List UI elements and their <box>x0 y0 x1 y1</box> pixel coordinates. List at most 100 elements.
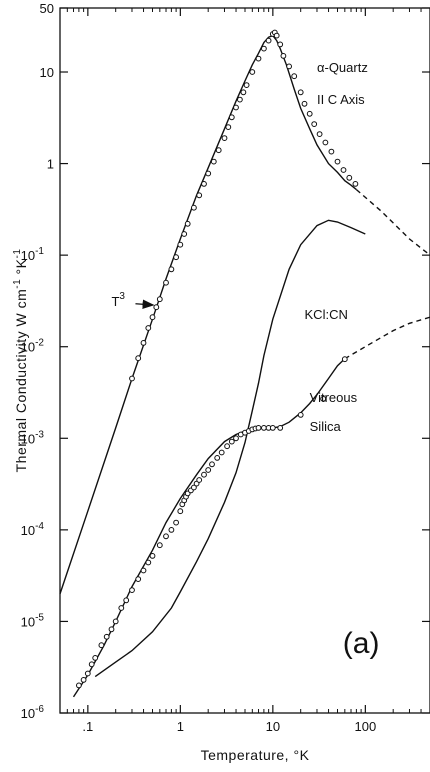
data-point-quartz-ii-c-axis <box>273 32 280 39</box>
data-point-vitreous-silica <box>149 553 156 559</box>
data-point-quartz-ii-c-axis <box>243 82 250 88</box>
data-point-quartz-ii-c-axis <box>149 314 156 321</box>
data-point-quartz-ii-c-axis <box>301 100 308 107</box>
t-cubed-label: T3 <box>111 291 125 309</box>
data-point-quartz-ii-c-axis <box>352 181 359 187</box>
data-point-quartz-ii-c-axis <box>311 121 318 127</box>
data-point-vitreous-silica <box>88 661 95 668</box>
x-tick-label: 10 <box>266 719 280 734</box>
data-point-vitreous-silica <box>76 682 82 689</box>
data-point-quartz-ii-c-axis <box>328 148 335 155</box>
data-point-vitreous-silica <box>140 567 147 574</box>
data-point-vitreous-silica <box>341 356 348 363</box>
axis-layer <box>59 7 430 714</box>
data-point-vitreous-silica <box>98 642 105 649</box>
data-point-quartz-ii-c-axis <box>191 204 197 211</box>
data-point-vitreous-silica <box>112 618 119 625</box>
series-annotation-quartz: α-Quartz <box>317 60 368 75</box>
data-point-quartz-ii-c-axis <box>181 231 188 237</box>
series-annotation-vitreous: Vitreous <box>310 390 358 405</box>
data-point-quartz-ii-c-axis <box>129 375 135 382</box>
data-point-vitreous-silica <box>277 425 284 431</box>
data-point-vitreous-silica <box>320 395 327 402</box>
series-layer <box>59 34 430 698</box>
data-point-quartz-ii-c-axis <box>177 241 184 248</box>
series-annotation-silica: Silica <box>310 419 342 434</box>
data-point-quartz-ii-c-axis <box>237 96 243 103</box>
data-point-quartz-ii-c-axis <box>297 89 304 96</box>
data-point-quartz-ii-c-axis <box>163 279 169 286</box>
series-line-kcl-cn <box>94 219 366 678</box>
y-tick-label: 10-2 <box>21 338 45 355</box>
data-point-vitreous-silica <box>233 435 239 442</box>
data-point-vitreous-silica <box>129 587 135 593</box>
y-tick-label: 10 <box>40 65 54 80</box>
data-point-quartz-ii-c-axis <box>168 266 175 273</box>
data-point-quartz-ii-c-axis <box>233 104 239 111</box>
data-point-quartz-ii-c-axis <box>261 45 267 52</box>
data-point-quartz-ii-c-axis <box>265 37 272 44</box>
data-point-vitreous-silica <box>92 655 99 661</box>
data-point-vitreous-silica <box>261 425 267 431</box>
data-point-vitreous-silica <box>297 412 304 418</box>
series-line-quartz-extrapolated <box>355 189 430 256</box>
data-point-vitreous-silica <box>84 670 91 677</box>
data-point-vitreous-silica <box>80 677 87 683</box>
y-tick-label: 10-3 <box>21 429 45 446</box>
data-point-quartz-ii-c-axis <box>210 158 217 165</box>
data-point-quartz-ii-c-axis <box>173 254 180 261</box>
data-point-vitreous-silica <box>168 527 175 533</box>
x-tick-label: 1 <box>177 719 184 734</box>
data-point-quartz-ii-c-axis <box>340 167 347 173</box>
data-point-vitreous-silica <box>103 633 110 640</box>
data-point-vitreous-silica <box>224 443 231 450</box>
data-point-vitreous-silica <box>145 559 152 566</box>
data-point-vitreous-silica <box>163 533 169 540</box>
x-tick-label: .1 <box>82 719 93 734</box>
data-point-quartz-ii-c-axis <box>255 55 262 62</box>
data-point-vitreous-silica <box>255 425 262 431</box>
data-point-vitreous-silica <box>173 519 180 526</box>
data-point-quartz-ii-c-axis <box>135 355 142 362</box>
data-point-vitreous-silica <box>218 449 225 456</box>
data-point-quartz-ii-c-axis <box>153 304 160 311</box>
series-annotation-kcl-cn: KCl:CN <box>305 307 348 322</box>
data-point-quartz-ii-c-axis <box>306 110 313 117</box>
plot-frame <box>59 7 430 714</box>
panel-label: (a) <box>343 627 380 660</box>
data-point-quartz-ii-c-axis <box>221 135 228 142</box>
data-point-vitreous-silica <box>123 597 130 604</box>
data-point-quartz-ii-c-axis <box>322 139 329 146</box>
data-point-quartz-ii-c-axis <box>228 114 235 121</box>
data-point-vitreous-silica <box>269 425 276 431</box>
data-point-quartz-ii-c-axis <box>277 41 284 48</box>
data-point-vitreous-silica <box>191 484 197 491</box>
data-point-vitreous-silica <box>209 461 215 468</box>
data-point-vitreous-silica <box>228 438 235 445</box>
data-point-vitreous-silica <box>201 471 207 478</box>
data-point-quartz-ii-c-axis <box>334 158 341 165</box>
data-point-quartz-ii-c-axis <box>196 192 203 199</box>
y-tick-label: 10-6 <box>21 704 45 721</box>
data-point-vitreous-silica <box>177 508 184 515</box>
series-line-vitreous-silica <box>72 358 346 698</box>
y-tick-label: 10-1 <box>21 246 45 263</box>
data-point-quartz-ii-c-axis <box>145 325 152 331</box>
data-point-vitreous-silica <box>118 605 125 611</box>
data-point-vitreous-silica <box>196 477 203 483</box>
data-point-quartz-ii-c-axis <box>215 147 222 154</box>
data-point-vitreous-silica <box>135 576 142 582</box>
data-point-vitreous-silica <box>156 542 163 549</box>
data-point-quartz-ii-c-axis <box>140 340 147 346</box>
series-annotation-ii-c-axis: II C Axis <box>317 92 365 107</box>
y-tick-label: 10-5 <box>21 612 45 629</box>
data-point-quartz-ii-c-axis <box>201 181 207 187</box>
data-point-quartz-ii-c-axis <box>240 89 247 96</box>
y-tick-label: 50 <box>40 1 54 16</box>
data-point-vitreous-silica <box>214 455 221 461</box>
data-point-quartz-ii-c-axis <box>346 174 353 181</box>
data-point-vitreous-silica <box>205 467 212 473</box>
series-line-quartz-ii-c-axis <box>59 34 357 595</box>
data-point-quartz-ii-c-axis <box>291 73 298 80</box>
x-axis-label: Temperature, °K <box>201 747 310 763</box>
